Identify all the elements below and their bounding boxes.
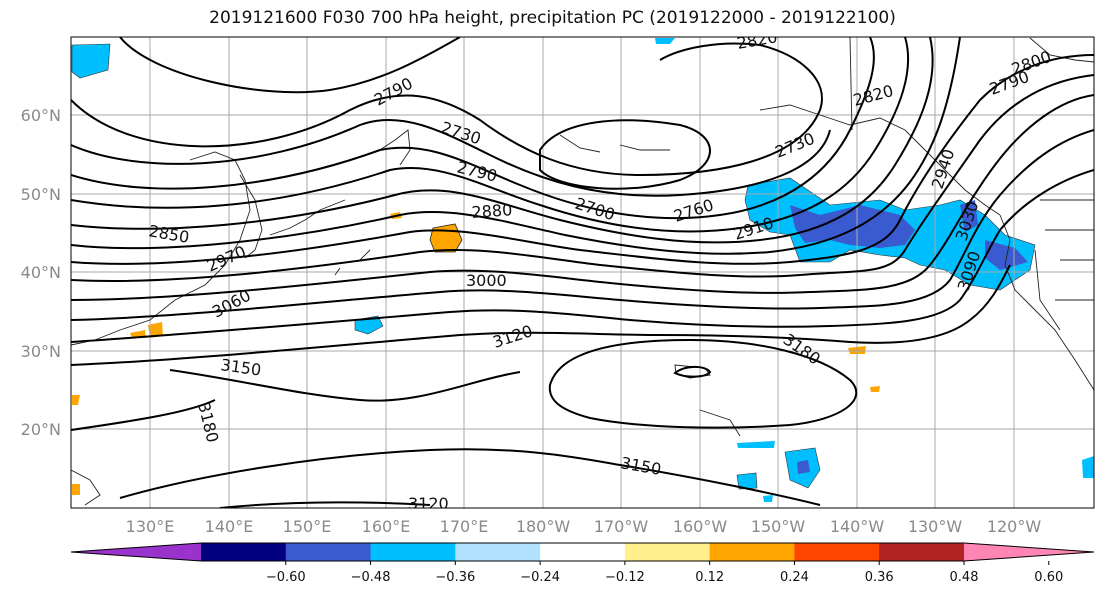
contour-label: 2790 xyxy=(371,74,416,110)
colorbar-extension-high xyxy=(964,543,1094,561)
lat-label: 50°N xyxy=(21,185,61,204)
contour-label: 2790 xyxy=(987,67,1032,99)
colorbar-outline xyxy=(70,542,1095,562)
lon-label: 160°W xyxy=(673,517,728,536)
colorbar-tick-label: −0.12 xyxy=(605,570,645,585)
contour-label: 2850 xyxy=(147,221,190,247)
colorbar-extension-low xyxy=(71,543,201,561)
contour-label: 2940 xyxy=(928,147,959,192)
contour-label: 3180 xyxy=(780,330,824,369)
colorbar-tick-label: 0.36 xyxy=(865,570,894,585)
precip-orange-area xyxy=(72,484,80,495)
precip-blue-area xyxy=(655,38,675,44)
precip-blue-area xyxy=(354,315,384,335)
lat-label: 20°N xyxy=(21,420,61,439)
precip-blue-area xyxy=(1082,456,1094,478)
contour-label: 2730 xyxy=(439,118,484,149)
precip-orange-area xyxy=(72,395,80,405)
contour-labels: 2820 2790 2730 2820 2730 2790 2700 2760 … xyxy=(147,37,1053,513)
contour-label: 2730 xyxy=(772,129,817,162)
lon-label: 130°W xyxy=(908,517,963,536)
height-contours xyxy=(71,37,1094,508)
lon-label: 150°E xyxy=(283,517,332,536)
lon-label: 170°W xyxy=(594,517,649,536)
lat-label: 60°N xyxy=(21,106,61,125)
lon-label: 150°W xyxy=(751,517,806,536)
precip-orange-area xyxy=(148,322,163,338)
lon-label: 160°E xyxy=(362,517,411,536)
colorbar-tick-label: 0.24 xyxy=(780,570,809,585)
colorbar-tick-label: 0.12 xyxy=(695,570,724,585)
lon-label: 170°E xyxy=(440,517,489,536)
precip-orange-area xyxy=(870,386,880,392)
colorbar-tick-label: 0.60 xyxy=(1034,570,1063,585)
lat-label: 30°N xyxy=(21,342,61,361)
colorbar: −0.60 −0.48 −0.36 −0.24 −0.12 0.12 0.24 0.36 0.4… xyxy=(70,542,1095,585)
lon-label: 130°E xyxy=(126,517,175,536)
contour-label: 3150 xyxy=(619,453,662,479)
contour-label: 2760 xyxy=(671,195,716,226)
contour-label: 2880 xyxy=(471,200,513,222)
contour-label: 3120 xyxy=(490,321,535,352)
colorbar-bin xyxy=(624,543,711,561)
colorbar-tick-label: −0.48 xyxy=(351,570,391,585)
lat-label: 40°N xyxy=(21,263,61,282)
colorbar-bin xyxy=(455,543,541,561)
map-frame xyxy=(70,36,1095,509)
precip-darkblue-area xyxy=(985,240,1028,270)
precip-darkblue-area xyxy=(797,460,810,474)
colorbar-bin xyxy=(370,543,456,561)
colorbar-tick-label: 0.48 xyxy=(950,570,979,585)
coastlines xyxy=(71,37,1094,506)
precip-blue-area xyxy=(736,472,758,490)
longitude-labels: 130°E 140°E 150°E 160°E 170°E 180°W 170°… xyxy=(126,517,1042,536)
precip-blue-area xyxy=(71,43,111,79)
latitude-labels: 60°N 50°N 40°N 30°N 20°N xyxy=(21,106,61,439)
precip-blue-area xyxy=(763,495,773,502)
lon-label: 140°E xyxy=(205,517,254,536)
precip-shading xyxy=(71,38,1094,502)
colorbar-tick-label: −0.36 xyxy=(435,570,475,585)
precip-orange-area xyxy=(429,223,463,253)
contour-label: 3000 xyxy=(466,271,507,290)
colorbar-tick-label: −0.24 xyxy=(520,570,560,585)
colorbar-bin xyxy=(285,543,372,561)
precip-darkblue-area xyxy=(790,205,915,248)
colorbar-tick-label: −0.60 xyxy=(266,570,306,585)
precip-blue-area xyxy=(960,200,978,232)
contour-label: 3120 xyxy=(408,494,449,513)
colorbar-bin xyxy=(879,543,965,561)
lon-label: 140°W xyxy=(830,517,885,536)
lon-label: 180°W xyxy=(516,517,571,536)
contour-label: 3150 xyxy=(219,355,262,379)
colorbar-bin xyxy=(794,543,880,561)
contour-label: 3180 xyxy=(194,400,222,444)
colorbar-bin xyxy=(201,543,287,561)
precip-blue-area xyxy=(737,441,775,448)
graticule xyxy=(71,37,1094,508)
colorbar-bin xyxy=(540,543,626,561)
colorbar-bin xyxy=(709,543,795,561)
contour-label: 2970 xyxy=(204,242,249,276)
map-title: 2019121600 F030 700 hPa height, precipit… xyxy=(209,8,896,28)
contour-label: 2820 xyxy=(851,81,895,110)
lon-label: 120°W xyxy=(987,517,1042,536)
